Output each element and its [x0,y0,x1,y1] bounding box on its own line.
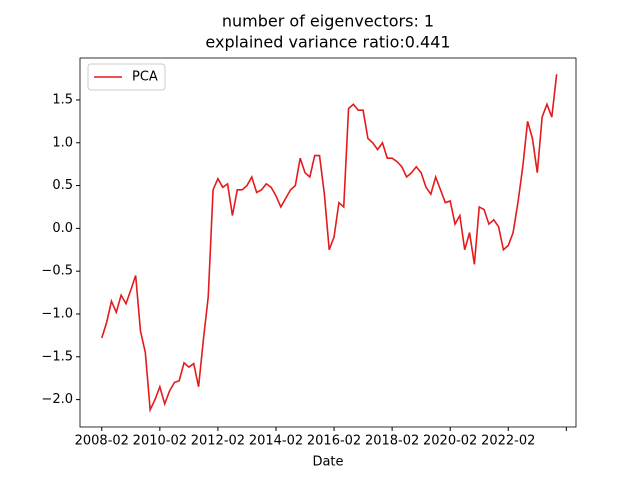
x-tick-label: 2008-02 [75,434,129,449]
x-tick-label: 2010-02 [133,434,187,449]
y-tick-label: 0.5 [52,178,73,193]
x-tick-label: 2016-02 [307,434,361,449]
y-tick-label: 1.5 [52,92,73,107]
x-tick-label: 2018-02 [365,434,419,449]
x-tick-label: 2014-02 [249,434,303,449]
y-tick-label: −2.0 [41,392,73,407]
legend-box [87,63,166,91]
y-tick-label: −1.0 [41,306,73,321]
chart-title: number of eigenvectors: 1 [222,12,434,31]
x-tick-label: 2020-02 [423,434,477,449]
x-axis-label: Date [312,455,343,470]
line-series [101,74,558,413]
y-tick-label: 1.0 [52,135,73,150]
y-tick-label: −1.5 [41,349,73,364]
x-tick-label: 2012-02 [191,434,245,449]
y-tick-label: −0.5 [41,264,73,279]
y-tick-label: 0.0 [52,221,73,236]
plot-frame [79,57,577,428]
chart-subtitle: explained variance ratio:0.441 [205,33,450,52]
x-tick-label: 2022-02 [481,434,535,449]
legend-label: PCA [132,70,158,85]
